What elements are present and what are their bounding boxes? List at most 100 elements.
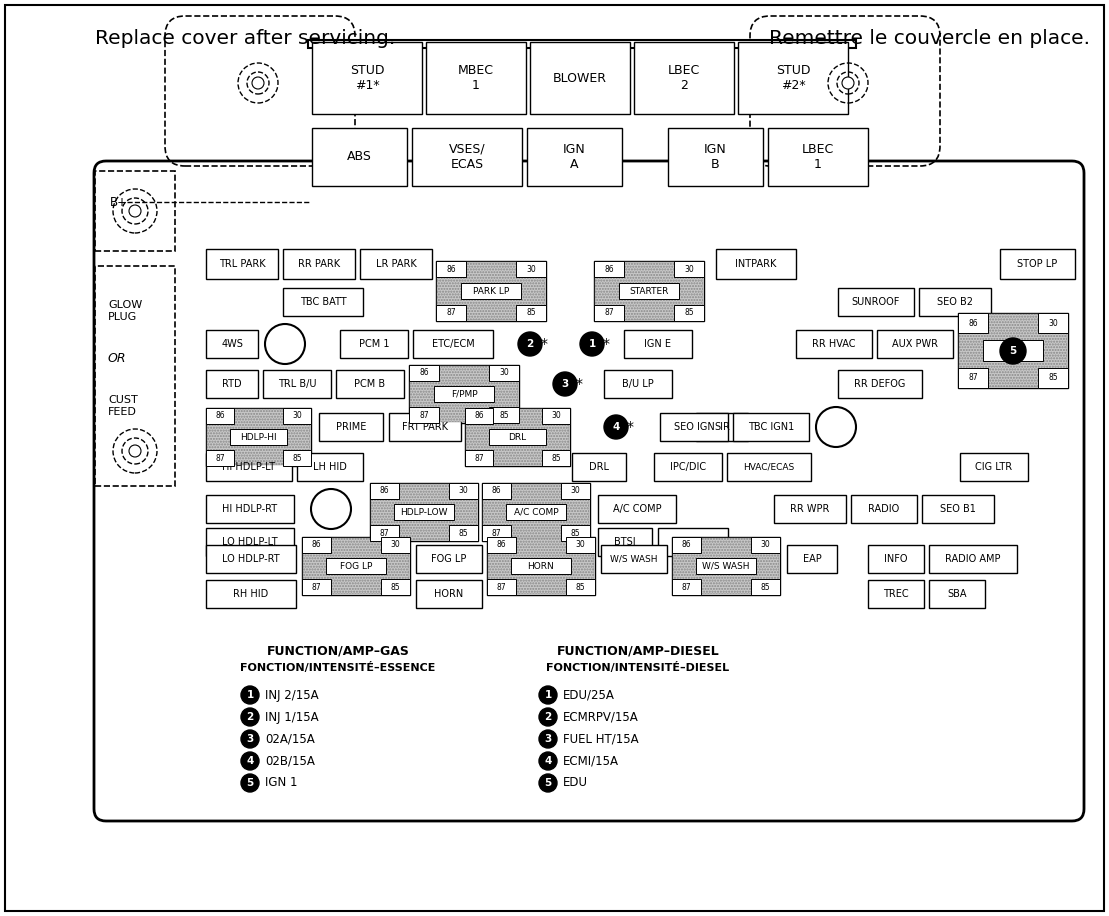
Text: LBEC
2: LBEC 2 bbox=[668, 64, 700, 92]
Circle shape bbox=[816, 407, 856, 447]
Bar bbox=[489, 365, 519, 381]
Bar bbox=[672, 537, 701, 552]
Text: SUNROOF: SUNROOF bbox=[852, 297, 901, 307]
Circle shape bbox=[539, 708, 557, 726]
Text: CUST
FEED: CUST FEED bbox=[108, 395, 138, 417]
Circle shape bbox=[539, 730, 557, 748]
Text: 86: 86 bbox=[497, 540, 507, 550]
Text: HORN: HORN bbox=[435, 589, 464, 599]
Text: 2: 2 bbox=[545, 712, 551, 722]
Bar bbox=[958, 313, 988, 333]
Bar bbox=[449, 526, 478, 541]
Bar bbox=[303, 538, 409, 594]
Bar bbox=[488, 538, 594, 594]
Bar bbox=[206, 580, 296, 608]
Bar bbox=[774, 495, 846, 523]
Bar bbox=[958, 367, 988, 388]
Bar bbox=[958, 313, 1068, 388]
Text: B+: B+ bbox=[110, 195, 128, 209]
Bar bbox=[482, 526, 511, 541]
Text: RADIO: RADIO bbox=[868, 504, 899, 514]
Bar bbox=[517, 305, 546, 321]
Bar bbox=[283, 249, 355, 279]
Bar bbox=[541, 451, 570, 466]
Text: 30: 30 bbox=[551, 411, 561, 420]
Bar bbox=[530, 42, 630, 114]
Bar bbox=[594, 261, 704, 321]
Text: 85: 85 bbox=[1048, 374, 1058, 382]
Circle shape bbox=[241, 686, 260, 704]
Bar bbox=[206, 528, 294, 556]
Bar bbox=[302, 537, 332, 552]
Text: EAP: EAP bbox=[803, 554, 822, 564]
Bar bbox=[868, 580, 924, 608]
Bar bbox=[413, 330, 494, 358]
Text: 87: 87 bbox=[604, 309, 613, 318]
Text: 30: 30 bbox=[684, 265, 694, 274]
Bar bbox=[340, 330, 408, 358]
Text: 4WS: 4WS bbox=[221, 339, 243, 349]
Bar bbox=[598, 495, 676, 523]
Text: BLOWER: BLOWER bbox=[553, 71, 607, 84]
Bar bbox=[312, 42, 423, 114]
Text: 87: 87 bbox=[419, 410, 429, 420]
Text: 86: 86 bbox=[475, 411, 484, 420]
Text: RR WPR: RR WPR bbox=[791, 504, 830, 514]
Text: SEO B1: SEO B1 bbox=[940, 504, 976, 514]
Bar bbox=[922, 495, 994, 523]
Bar bbox=[465, 408, 570, 466]
Text: 3: 3 bbox=[561, 379, 569, 389]
Text: INTPARK: INTPARK bbox=[735, 259, 776, 269]
Text: MBEC
1: MBEC 1 bbox=[458, 64, 494, 92]
Bar bbox=[733, 413, 808, 441]
Text: SEO B2: SEO B2 bbox=[937, 297, 973, 307]
Text: FOG LP: FOG LP bbox=[431, 554, 467, 564]
Circle shape bbox=[580, 332, 604, 356]
Text: CIG LTR: CIG LTR bbox=[976, 462, 1013, 472]
Bar bbox=[95, 171, 175, 251]
Text: PRIME: PRIME bbox=[336, 422, 366, 432]
Circle shape bbox=[842, 77, 854, 89]
Text: A/C COMP: A/C COMP bbox=[612, 504, 661, 514]
Bar bbox=[598, 528, 652, 556]
Bar bbox=[566, 537, 596, 552]
Text: RADIO AMP: RADIO AMP bbox=[945, 554, 1000, 564]
Bar bbox=[696, 413, 747, 441]
Text: HI HDLP-LT: HI HDLP-LT bbox=[223, 462, 275, 472]
Text: 5: 5 bbox=[1009, 346, 1017, 356]
Bar bbox=[594, 261, 623, 278]
Text: 85: 85 bbox=[571, 529, 580, 538]
Circle shape bbox=[604, 415, 628, 439]
Bar bbox=[851, 495, 917, 523]
Text: HI HDLP-RT: HI HDLP-RT bbox=[223, 504, 277, 514]
Bar bbox=[206, 408, 311, 466]
Text: 86: 86 bbox=[312, 540, 322, 550]
Text: STUD
#1*: STUD #1* bbox=[349, 64, 384, 92]
Bar bbox=[437, 262, 545, 320]
Bar bbox=[409, 365, 519, 423]
Text: CRANK: CRANK bbox=[676, 537, 710, 547]
Bar bbox=[838, 370, 922, 398]
Text: RH HID: RH HID bbox=[233, 589, 268, 599]
Text: SBA: SBA bbox=[947, 589, 967, 599]
Text: 4: 4 bbox=[612, 422, 620, 432]
Bar bbox=[658, 528, 728, 556]
Bar bbox=[919, 288, 991, 316]
Bar bbox=[434, 386, 495, 402]
Bar bbox=[206, 330, 258, 358]
Text: 86: 86 bbox=[446, 265, 456, 274]
Text: 30: 30 bbox=[570, 486, 580, 496]
Text: LBEC
1: LBEC 1 bbox=[802, 143, 834, 171]
Text: SEO IGN: SEO IGN bbox=[673, 422, 714, 432]
Bar bbox=[487, 579, 516, 595]
Text: IPC/DIC: IPC/DIC bbox=[670, 462, 706, 472]
Bar bbox=[787, 545, 837, 573]
Bar bbox=[929, 545, 1017, 573]
Bar bbox=[674, 305, 704, 321]
Text: EDU/25A: EDU/25A bbox=[563, 689, 614, 702]
Bar bbox=[929, 580, 985, 608]
Text: EDU: EDU bbox=[563, 777, 588, 790]
Bar bbox=[619, 283, 679, 300]
Bar bbox=[360, 249, 433, 279]
Bar bbox=[206, 370, 258, 398]
